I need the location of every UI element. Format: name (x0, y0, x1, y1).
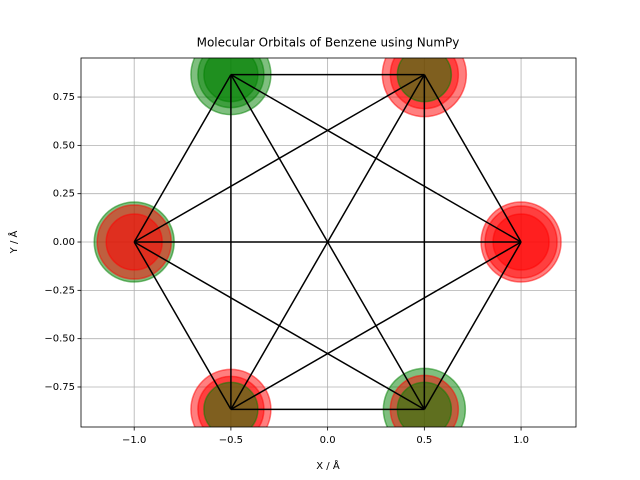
x-tick-label: 1.0 (513, 435, 529, 446)
chart-title: Molecular Orbitals of Benzene using NumP… (197, 36, 460, 50)
bond-line (423, 74, 522, 243)
x-tick-label: 0.5 (416, 435, 432, 446)
y-tick-label: −0.50 (44, 334, 75, 345)
bond-line (230, 74, 425, 410)
y-axis-label: Y / Å (7, 231, 20, 255)
y-tick-label: 0.25 (53, 189, 75, 200)
y-tick-label: 0.75 (53, 92, 75, 103)
x-tick-label: −1.0 (122, 435, 146, 446)
ticks: −1.0 −0.5 0.0 0.5 1.0 −0.75 −0.50 −0.25 0.00 0.25… (44, 92, 529, 446)
axes-frame (80, 57, 577, 428)
bond-line (423, 241, 522, 410)
bond-line (133, 241, 425, 411)
y-tick-label: −0.25 (44, 285, 75, 296)
y-tick-label: 0.00 (53, 237, 75, 248)
x-tick-label: 0.0 (320, 435, 336, 446)
x-axis-label: X / Å (316, 459, 340, 472)
bond-line (133, 241, 232, 410)
plot-area (93, 58, 562, 427)
y-tick-label: 0.50 (53, 140, 75, 151)
x-tick-label: −0.5 (219, 435, 243, 446)
bond-line (133, 74, 232, 243)
y-tick-label: −0.75 (44, 382, 75, 393)
